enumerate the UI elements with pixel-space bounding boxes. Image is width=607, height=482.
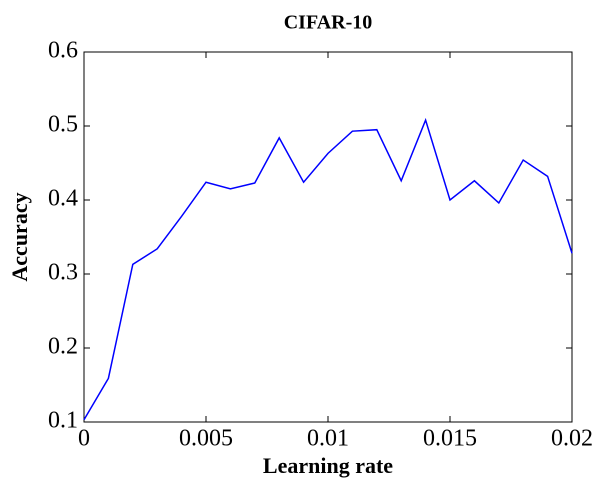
line bbox=[83, 117, 573, 421]
y-tick-label: 0.2 bbox=[48, 334, 78, 360]
y-tick-label: 0.5 bbox=[48, 112, 78, 138]
y-tick-label: 0.3 bbox=[48, 260, 78, 286]
x-tick-label: 0 bbox=[78, 426, 90, 452]
plot-box bbox=[83, 51, 573, 423]
y-tick-label: 0.1 bbox=[48, 408, 78, 434]
chart-title: CIFAR-10 bbox=[284, 12, 373, 34]
x-tick-label: 0.02 bbox=[551, 426, 593, 452]
x-tick-label: 0.01 bbox=[307, 426, 349, 452]
x-tick-label: 0.015 bbox=[423, 426, 477, 452]
y-axis-label: Accuracy bbox=[7, 192, 32, 281]
x-axis-label: Learning rate bbox=[263, 453, 393, 478]
y-tick-label: 0.4 bbox=[48, 186, 78, 212]
x-tick-label: 0.005 bbox=[179, 426, 233, 452]
y-tick-label: 0.6 bbox=[48, 38, 78, 64]
